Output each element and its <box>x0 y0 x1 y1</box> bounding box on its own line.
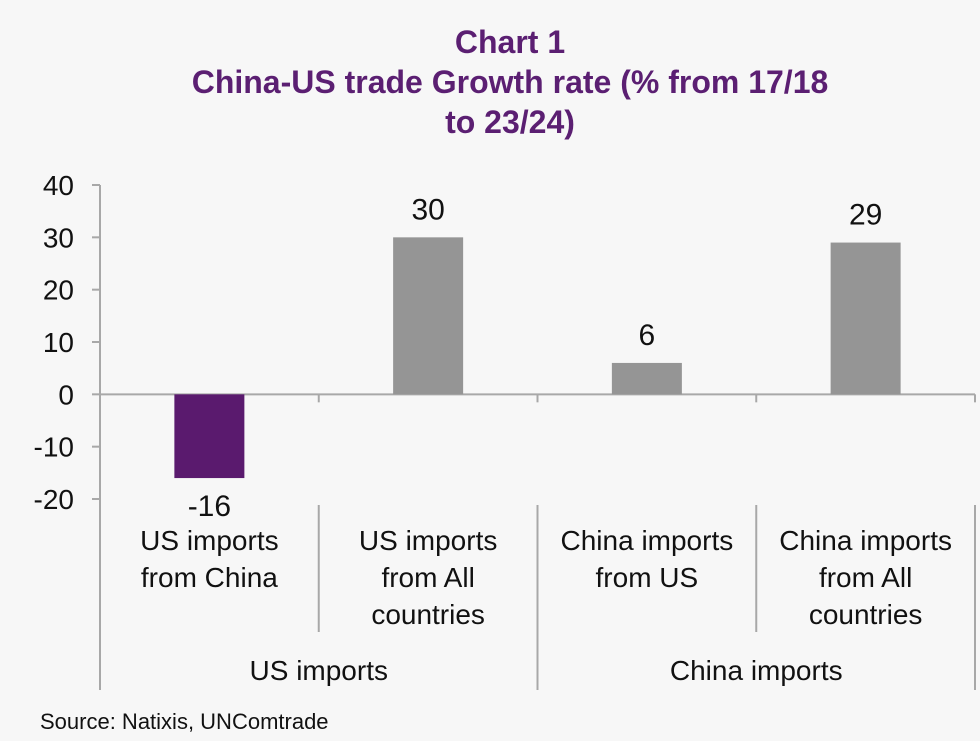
bar <box>830 242 901 395</box>
data-label: 6 <box>639 319 656 352</box>
y-tick-label: -20 <box>34 484 74 515</box>
bar <box>393 237 464 395</box>
y-tick-label: 0 <box>58 379 74 410</box>
group-label: China imports <box>670 655 843 686</box>
chart-subtitle-line-2: to 23/24) <box>445 104 575 140</box>
chart-title: Chart 1 <box>454 24 566 60</box>
category-label: China imports <box>561 525 734 556</box>
y-tick-label: -10 <box>34 432 74 463</box>
y-tick-label: 40 <box>43 170 74 201</box>
category-label: from All <box>381 562 474 593</box>
y-tick-label: 10 <box>43 327 74 358</box>
category-label: from All <box>819 562 912 593</box>
source-note: Source: Natixis, UNComtrade <box>40 709 329 734</box>
category-label: countries <box>809 599 923 630</box>
data-label: 29 <box>849 199 882 232</box>
category-label: China imports <box>779 525 952 556</box>
group-label: US imports <box>250 655 388 686</box>
y-tick-label: 30 <box>43 222 74 253</box>
data-label: -16 <box>188 490 231 523</box>
category-label: from US <box>596 562 699 593</box>
y-tick-label: 20 <box>43 275 74 306</box>
category-label: US imports <box>359 525 497 556</box>
category-label: countries <box>371 599 485 630</box>
category-label: US imports <box>140 525 278 556</box>
chart-title-block: Chart 1 China-US trade Growth rate (% fr… <box>0 22 980 142</box>
bar <box>611 362 682 395</box>
bar <box>174 394 245 479</box>
category-label: from China <box>141 562 278 593</box>
data-label: 30 <box>411 193 444 226</box>
chart-subtitle-line-1: China-US trade Growth rate (% from 17/18 <box>191 64 829 100</box>
